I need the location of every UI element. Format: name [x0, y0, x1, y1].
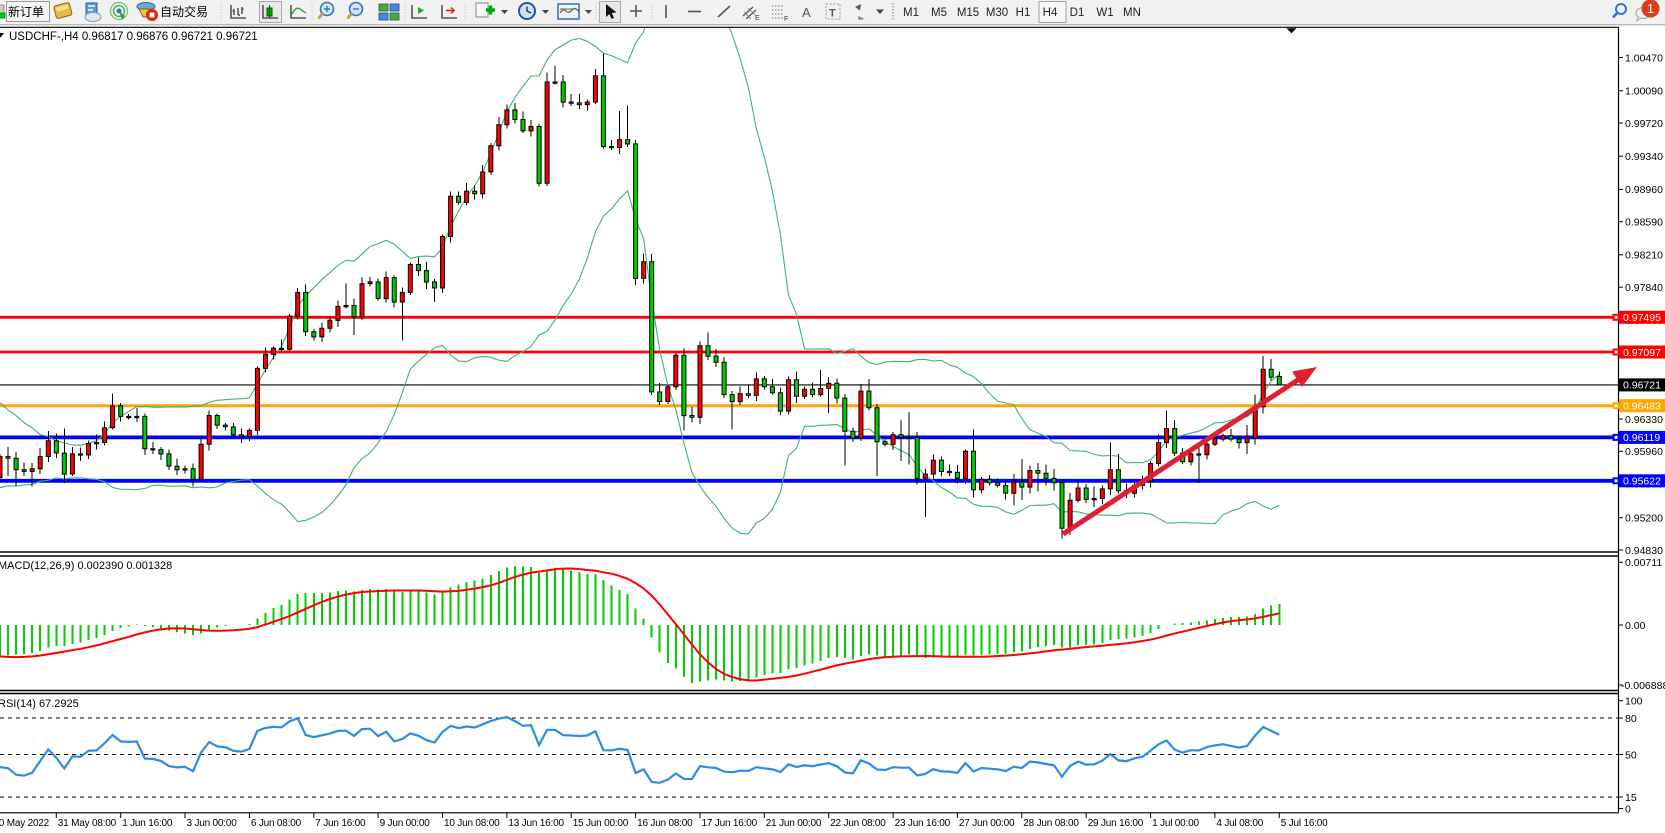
svg-text:0.94830: 0.94830	[1625, 545, 1663, 557]
svg-text:0.97840: 0.97840	[1625, 282, 1663, 294]
svg-text:16 Jun 08:00: 16 Jun 08:00	[637, 818, 693, 829]
svg-text:50: 50	[1625, 749, 1637, 761]
svg-text:23 Jun 16:00: 23 Jun 16:00	[895, 818, 951, 829]
svg-text:22 Jun 08:00: 22 Jun 08:00	[830, 818, 886, 829]
svg-text:17 Jun 16:00: 17 Jun 16:00	[702, 818, 758, 829]
svg-text:F: F	[784, 16, 788, 23]
svg-text:9 Jun 00:00: 9 Jun 00:00	[380, 818, 431, 829]
svg-text:0.96330: 0.96330	[1625, 414, 1663, 426]
svg-text:A: A	[802, 5, 811, 20]
svg-text:3 Jun 00:00: 3 Jun 00:00	[187, 818, 238, 829]
svg-text:0.98960: 0.98960	[1625, 184, 1663, 196]
svg-text:0.97097: 0.97097	[1623, 347, 1661, 359]
svg-text:15 Jun 00:00: 15 Jun 00:00	[573, 818, 629, 829]
svg-text:5 Jul 16:00: 5 Jul 16:00	[1281, 818, 1328, 829]
svg-text:0.95960: 0.95960	[1625, 446, 1663, 458]
svg-text:1 Jul 00:00: 1 Jul 00:00	[1152, 818, 1199, 829]
svg-text:M15: M15	[957, 7, 979, 19]
svg-text:0.95200: 0.95200	[1625, 513, 1663, 525]
svg-text:0.95622: 0.95622	[1623, 476, 1661, 488]
svg-text:MN: MN	[1123, 7, 1141, 19]
svg-text:0.99340: 0.99340	[1625, 151, 1663, 163]
svg-text:80: 80	[1625, 713, 1637, 725]
svg-text:0.99720: 0.99720	[1625, 118, 1663, 130]
svg-text:15: 15	[1625, 792, 1637, 804]
svg-text:0: 0	[1625, 803, 1631, 815]
svg-text:USDCHF-,H4 0.96817 0.96876 0.: USDCHF-,H4 0.96817 0.96876 0.96721 0.967…	[9, 31, 258, 43]
svg-text:100: 100	[1625, 696, 1643, 708]
svg-text:MACD(12,26,9) 0.002390 0.00132: MACD(12,26,9) 0.002390 0.001328	[0, 560, 172, 572]
svg-text:6 Jun 08:00: 6 Jun 08:00	[251, 818, 302, 829]
svg-text:4 Jul 08:00: 4 Jul 08:00	[1216, 818, 1263, 829]
svg-text:T: T	[829, 8, 836, 20]
svg-text:M5: M5	[931, 7, 947, 19]
svg-text:10 Jun 08:00: 10 Jun 08:00	[444, 818, 500, 829]
svg-text:1.00090: 1.00090	[1625, 86, 1663, 98]
svg-text:0.97495: 0.97495	[1623, 312, 1661, 324]
svg-text:27 Jun 00:00: 27 Jun 00:00	[959, 818, 1015, 829]
svg-text:0.96119: 0.96119	[1623, 432, 1660, 444]
svg-text:0.00711: 0.00711	[1625, 557, 1662, 569]
svg-text:1 Jun 16:00: 1 Jun 16:00	[122, 818, 173, 829]
svg-text:M30: M30	[986, 7, 1008, 19]
svg-text:-0.006888: -0.006888	[1621, 680, 1665, 692]
svg-text:7 Jun 16:00: 7 Jun 16:00	[315, 818, 366, 829]
svg-text:W1: W1	[1096, 7, 1113, 19]
svg-text:31 May 08:00: 31 May 08:00	[58, 818, 117, 829]
svg-text:E: E	[755, 15, 760, 22]
svg-text:0.98210: 0.98210	[1625, 250, 1663, 262]
svg-text:28 Jun 08:00: 28 Jun 08:00	[1023, 818, 1079, 829]
svg-text:H4: H4	[1043, 7, 1058, 19]
svg-text:0.00: 0.00	[1625, 620, 1646, 632]
svg-text:RSI(14) 67.2925: RSI(14) 67.2925	[0, 698, 79, 710]
svg-text:M1: M1	[903, 7, 919, 19]
svg-text:30 May 2022: 30 May 2022	[0, 818, 50, 829]
svg-text:自动交易: 自动交易	[160, 4, 208, 19]
svg-text:21 Jun 00:00: 21 Jun 00:00	[766, 818, 822, 829]
svg-text:13 Jun 16:00: 13 Jun 16:00	[508, 818, 564, 829]
svg-text:D1: D1	[1070, 7, 1085, 19]
svg-text:29 Jun 16:00: 29 Jun 16:00	[1088, 818, 1144, 829]
svg-text:H1: H1	[1016, 7, 1031, 19]
svg-text:新订单: 新订单	[8, 4, 44, 19]
svg-text:1: 1	[1647, 1, 1654, 16]
svg-text:0.98590: 0.98590	[1625, 217, 1663, 229]
svg-text:1.00470: 1.00470	[1625, 52, 1663, 64]
svg-text:0.96721: 0.96721	[1623, 380, 1661, 392]
svg-text:0.96483: 0.96483	[1623, 401, 1661, 413]
